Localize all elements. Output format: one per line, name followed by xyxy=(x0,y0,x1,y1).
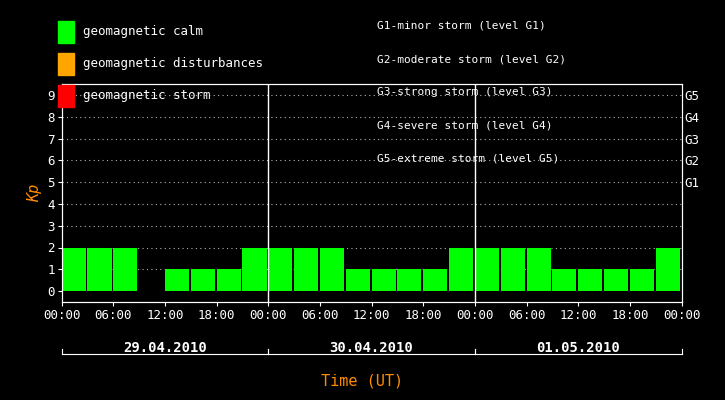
Text: geomagnetic storm: geomagnetic storm xyxy=(83,90,211,102)
Bar xyxy=(346,269,370,291)
Bar xyxy=(242,248,267,291)
Bar xyxy=(449,248,473,291)
Bar xyxy=(217,269,241,291)
Bar xyxy=(604,269,628,291)
Bar xyxy=(371,269,396,291)
Text: 30.04.2010: 30.04.2010 xyxy=(330,341,413,355)
Bar xyxy=(630,269,654,291)
Text: 01.05.2010: 01.05.2010 xyxy=(536,341,620,355)
Bar xyxy=(423,269,447,291)
Bar xyxy=(397,269,421,291)
Text: 29.04.2010: 29.04.2010 xyxy=(123,341,207,355)
Text: G4-severe storm (level G4): G4-severe storm (level G4) xyxy=(377,120,552,130)
Text: geomagnetic calm: geomagnetic calm xyxy=(83,26,204,38)
Bar xyxy=(165,269,189,291)
Bar xyxy=(579,269,602,291)
Bar xyxy=(475,248,499,291)
Bar xyxy=(62,248,86,291)
Bar xyxy=(526,248,550,291)
Bar xyxy=(191,269,215,291)
Text: geomagnetic disturbances: geomagnetic disturbances xyxy=(83,58,263,70)
Bar xyxy=(655,248,680,291)
Bar xyxy=(268,248,292,291)
Bar xyxy=(294,248,318,291)
Text: G2-moderate storm (level G2): G2-moderate storm (level G2) xyxy=(377,54,566,64)
Text: G5-extreme storm (level G5): G5-extreme storm (level G5) xyxy=(377,154,559,164)
Bar xyxy=(88,248,112,291)
Y-axis label: Kp: Kp xyxy=(27,184,41,202)
Bar xyxy=(113,248,138,291)
Text: G1-minor storm (level G1): G1-minor storm (level G1) xyxy=(377,21,546,31)
Bar xyxy=(552,269,576,291)
Bar xyxy=(320,248,344,291)
Text: G3-strong storm (level G3): G3-strong storm (level G3) xyxy=(377,87,552,97)
Text: Time (UT): Time (UT) xyxy=(321,373,404,388)
Bar xyxy=(501,248,525,291)
